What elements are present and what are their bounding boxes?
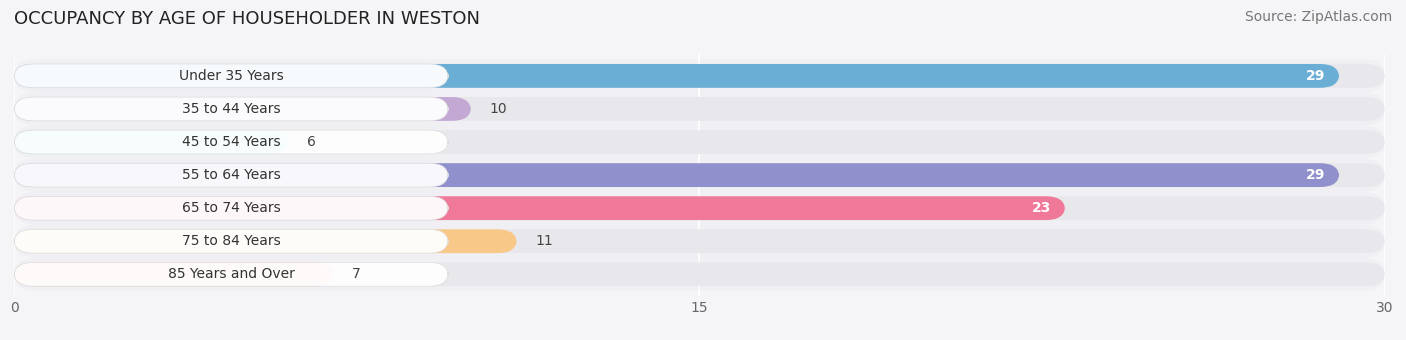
FancyBboxPatch shape [14,163,1385,187]
FancyBboxPatch shape [14,97,449,121]
FancyBboxPatch shape [14,262,1385,286]
FancyBboxPatch shape [14,230,517,253]
Text: 45 to 54 Years: 45 to 54 Years [181,135,280,149]
Text: 10: 10 [489,102,508,116]
FancyBboxPatch shape [14,130,449,154]
Text: 7: 7 [353,267,361,281]
Text: 23: 23 [1032,201,1052,215]
FancyBboxPatch shape [14,258,1385,291]
Text: OCCUPANCY BY AGE OF HOUSEHOLDER IN WESTON: OCCUPANCY BY AGE OF HOUSEHOLDER IN WESTO… [14,10,479,28]
FancyBboxPatch shape [14,130,1385,154]
Text: 6: 6 [307,135,315,149]
FancyBboxPatch shape [14,230,449,253]
FancyBboxPatch shape [14,64,1340,88]
FancyBboxPatch shape [14,196,449,220]
FancyBboxPatch shape [14,230,1385,253]
FancyBboxPatch shape [14,262,335,286]
Text: 75 to 84 Years: 75 to 84 Years [181,234,280,248]
FancyBboxPatch shape [14,92,1385,125]
FancyBboxPatch shape [14,64,449,88]
Text: Source: ZipAtlas.com: Source: ZipAtlas.com [1244,10,1392,24]
Text: Under 35 Years: Under 35 Years [179,69,284,83]
Text: 65 to 74 Years: 65 to 74 Years [181,201,280,215]
FancyBboxPatch shape [14,125,1385,158]
FancyBboxPatch shape [14,64,1385,88]
FancyBboxPatch shape [14,196,1066,220]
Text: 35 to 44 Years: 35 to 44 Years [181,102,280,116]
FancyBboxPatch shape [14,163,449,187]
FancyBboxPatch shape [14,262,449,286]
Text: 55 to 64 Years: 55 to 64 Years [181,168,280,182]
FancyBboxPatch shape [14,192,1385,225]
FancyBboxPatch shape [14,225,1385,258]
FancyBboxPatch shape [14,158,1385,192]
FancyBboxPatch shape [14,59,1385,92]
FancyBboxPatch shape [14,97,471,121]
Text: 29: 29 [1306,168,1326,182]
FancyBboxPatch shape [14,130,288,154]
FancyBboxPatch shape [14,196,1385,220]
Text: 11: 11 [536,234,553,248]
Text: 85 Years and Over: 85 Years and Over [167,267,294,281]
Text: 29: 29 [1306,69,1326,83]
FancyBboxPatch shape [14,97,1385,121]
FancyBboxPatch shape [14,163,1340,187]
